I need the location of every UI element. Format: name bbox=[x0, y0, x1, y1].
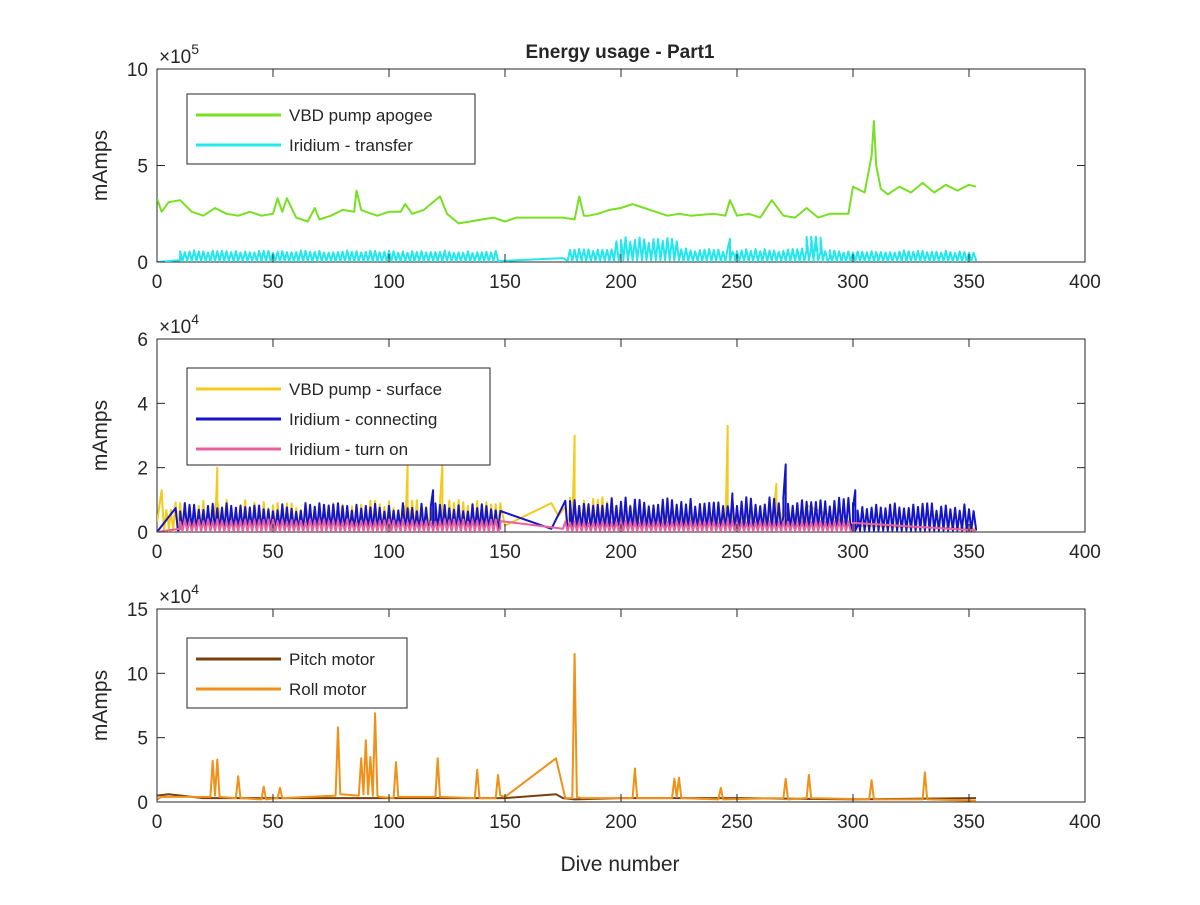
y-exponent-label: ×104 bbox=[159, 311, 199, 338]
x-tick-label: 350 bbox=[953, 542, 985, 563]
x-tick-label: 150 bbox=[489, 272, 521, 293]
x-tick-label: 50 bbox=[262, 812, 283, 833]
x-tick-label: 50 bbox=[262, 542, 283, 563]
y-tick-label: 6 bbox=[137, 330, 148, 351]
legend-box bbox=[186, 637, 408, 709]
series-line-2 bbox=[157, 463, 977, 532]
legend-entry: Iridium - connecting bbox=[289, 410, 437, 429]
x-tick-label: 100 bbox=[373, 272, 405, 293]
y-axis-label: mAmps bbox=[89, 130, 112, 201]
x-axis-label: Dive number bbox=[560, 853, 679, 876]
y-tick-label: 10 bbox=[127, 664, 148, 685]
figure-title: Energy usage - Part1 bbox=[525, 42, 714, 63]
x-tick-label: 400 bbox=[1069, 812, 1101, 833]
series-line-1 bbox=[157, 120, 977, 225]
x-tick-label: 0 bbox=[152, 812, 163, 833]
y-tick-label: 2 bbox=[137, 459, 148, 480]
y-tick-label: 15 bbox=[127, 600, 148, 621]
x-tick-label: 250 bbox=[721, 272, 753, 293]
y-axis-label: mAmps bbox=[89, 400, 112, 471]
series-line-2 bbox=[157, 235, 977, 262]
legend-entry: Iridium - transfer bbox=[289, 136, 413, 155]
legend-entry: VBD pump apogee bbox=[289, 106, 433, 125]
y-tick-label: 0 bbox=[137, 793, 148, 814]
y-exponent-label: ×105 bbox=[159, 41, 199, 68]
y-tick-label: 10 bbox=[127, 60, 148, 81]
legend-box bbox=[186, 93, 476, 165]
y-tick-label: 0 bbox=[137, 253, 148, 274]
x-tick-label: 50 bbox=[262, 272, 283, 293]
x-tick-label: 150 bbox=[489, 542, 521, 563]
x-tick-label: 350 bbox=[953, 812, 985, 833]
series-line-3 bbox=[157, 518, 977, 532]
x-tick-label: 300 bbox=[837, 812, 869, 833]
y-tick-label: 4 bbox=[137, 394, 148, 415]
legend: Pitch motor Roll motor bbox=[186, 637, 408, 709]
x-tick-label: 200 bbox=[605, 812, 637, 833]
x-tick-label: 150 bbox=[489, 812, 521, 833]
legend: VBD pump - surface Iridium - connecting Ir… bbox=[186, 367, 491, 466]
legend-entry: Pitch motor bbox=[289, 650, 375, 669]
legend-entry: Iridium - turn on bbox=[289, 440, 408, 459]
x-tick-label: 300 bbox=[837, 542, 869, 563]
x-tick-label: 0 bbox=[152, 542, 163, 563]
panel-3: 0 50 100 150 200 250 300 350 400 0 5 10 15 ×104 mAmps P… bbox=[89, 581, 1101, 833]
legend-entry: VBD pump - surface bbox=[289, 380, 442, 399]
y-exponent-label: ×104 bbox=[159, 581, 199, 608]
x-tick-label: 250 bbox=[721, 812, 753, 833]
x-tick-label: 100 bbox=[373, 812, 405, 833]
x-tick-label: 250 bbox=[721, 542, 753, 563]
x-tick-label: 0 bbox=[152, 272, 163, 293]
panel-2: 0 50 100 150 200 250 300 350 400 0 2 4 6 ×104 mAmps VBD… bbox=[89, 311, 1101, 563]
panel-1: 0 50 100 150 200 250 300 350 400 0 5 10 ×105 mAmps VBD… bbox=[89, 41, 1101, 293]
y-axis-label: mAmps bbox=[89, 670, 112, 741]
y-tick-label: 5 bbox=[137, 729, 148, 750]
x-tick-label: 100 bbox=[373, 542, 405, 563]
x-tick-label: 200 bbox=[605, 542, 637, 563]
x-tick-label: 400 bbox=[1069, 272, 1101, 293]
x-tick-label: 300 bbox=[837, 272, 869, 293]
x-tick-label: 200 bbox=[605, 272, 637, 293]
x-tick-label: 400 bbox=[1069, 542, 1101, 563]
y-tick-label: 5 bbox=[137, 157, 148, 178]
legend-entry: Roll motor bbox=[289, 680, 367, 699]
y-tick-label: 0 bbox=[137, 523, 148, 544]
x-tick-label: 350 bbox=[953, 272, 985, 293]
series-line-2 bbox=[157, 653, 977, 802]
legend: VBD pump apogee Iridium - transfer bbox=[186, 93, 476, 165]
